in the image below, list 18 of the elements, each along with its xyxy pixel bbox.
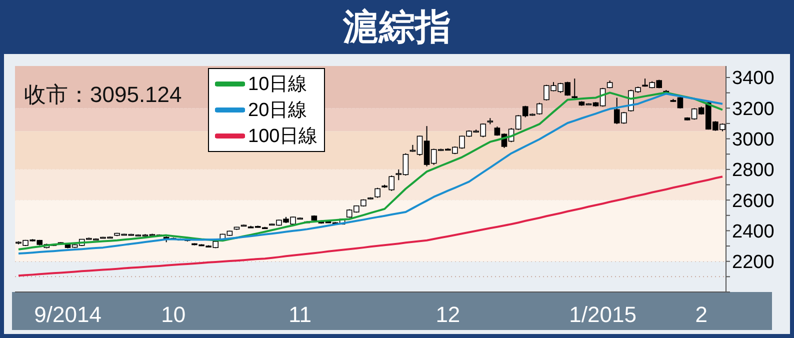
y-tick-label: 2200 (732, 252, 774, 274)
x-tick-label: 11 (288, 302, 312, 327)
x-tick-label: 9/2014 (34, 302, 102, 327)
y-tick-label: 2800 (732, 160, 774, 182)
legend-label: 100日線 (248, 125, 318, 149)
annotation: 收市：3095.124 (24, 81, 182, 109)
legend-label: 20日線 (248, 99, 308, 123)
legend-label: 10日線 (248, 73, 308, 97)
x-tick-label: 10 (161, 302, 186, 327)
y-tick-label: 2600 (732, 190, 774, 212)
x-tick-label: 12 (436, 302, 460, 327)
y-tick-label: 2400 (732, 221, 774, 242)
chart-title: 滬綜指 (342, 5, 452, 49)
y-tick-label: 3400 (732, 68, 774, 90)
y-tick-label: 3200 (732, 98, 774, 120)
y-tick-label: 3000 (732, 130, 774, 151)
x-tick-label: 1/2015 (569, 302, 636, 327)
x-tick-label: 2 (695, 302, 708, 327)
